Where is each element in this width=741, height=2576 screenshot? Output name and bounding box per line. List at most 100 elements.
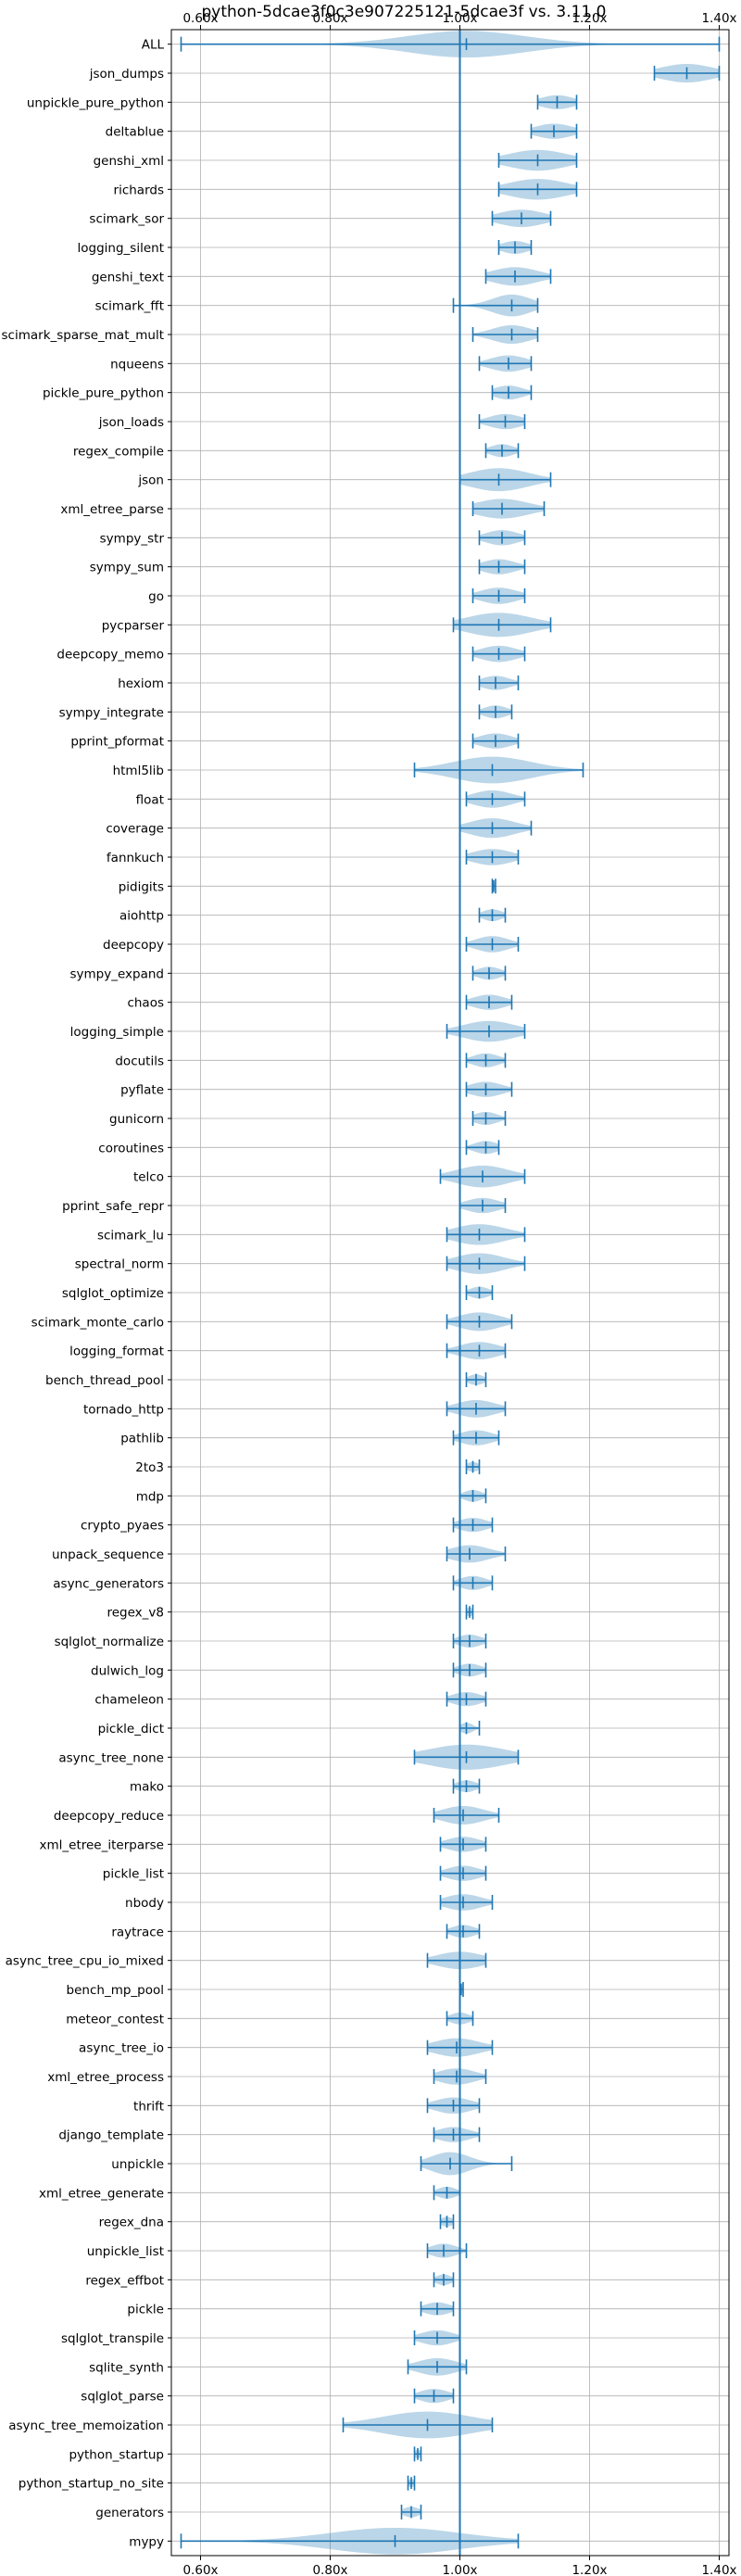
x-tick-label-top: 0.80x bbox=[312, 11, 347, 26]
violin-unpickle_pure_python bbox=[536, 95, 578, 110]
violin-async_tree_memoization bbox=[342, 2411, 494, 2439]
x-tick-label-bottom: 1.00x bbox=[442, 2563, 477, 2576]
violin-xml_etree_iterparse bbox=[439, 1837, 487, 1852]
category-label: pprint_safe_repr bbox=[62, 1199, 164, 1214]
violin-pyflate bbox=[465, 1081, 513, 1097]
category-label: logging_simple bbox=[70, 1025, 164, 1040]
category-label: generators bbox=[95, 2506, 164, 2520]
violin-tornado_http bbox=[446, 1399, 507, 1418]
category-label: mdp bbox=[136, 1489, 164, 1504]
category-label: mako bbox=[130, 1780, 164, 1795]
category-label: raytrace bbox=[111, 1925, 164, 1939]
category-label: sympy_integrate bbox=[59, 705, 164, 720]
category-label: django_template bbox=[58, 2128, 164, 2143]
category-label: sqlglot_normalize bbox=[55, 1635, 164, 1649]
violin-sqlglot_optimize bbox=[465, 1285, 494, 1300]
violin-genshi_text bbox=[484, 267, 552, 286]
category-label: python_startup_no_site bbox=[19, 2477, 164, 2492]
category-label: richards bbox=[114, 183, 164, 197]
violin-genshi_xml bbox=[497, 149, 578, 171]
violin-telco bbox=[439, 1165, 526, 1188]
violin-chaos bbox=[465, 994, 513, 1010]
category-label: pickle bbox=[127, 2303, 164, 2317]
x-tick-label-top: 1.40x bbox=[701, 11, 736, 26]
category-label: scimark_sor bbox=[89, 212, 164, 227]
category-label: async_tree_io bbox=[79, 2041, 164, 2056]
violin-sympy_sum bbox=[478, 559, 526, 575]
violin-sympy_expand bbox=[471, 966, 507, 981]
category-label: coverage bbox=[106, 822, 164, 837]
category-label: scimark_fft bbox=[95, 299, 164, 314]
violin-mypy bbox=[180, 2527, 520, 2555]
violin-scimark_sor bbox=[491, 209, 552, 228]
category-label: gunicorn bbox=[109, 1112, 164, 1127]
violin-nqueens bbox=[478, 355, 533, 373]
violin-regex_dna bbox=[439, 2214, 455, 2229]
violin-gunicorn bbox=[471, 1111, 507, 1126]
category-label: scimark_monte_carlo bbox=[31, 1315, 164, 1330]
chart-title: python-5dcae3f0c3e907225121-5dcae3f vs. … bbox=[202, 3, 607, 21]
category-label: python_startup bbox=[69, 2447, 164, 2462]
violin-xml_etree_parse bbox=[471, 499, 546, 519]
violin-sqlglot_normalize bbox=[452, 1634, 487, 1648]
violin-2to3 bbox=[465, 1459, 481, 1474]
category-label: sympy_expand bbox=[69, 966, 164, 981]
label-layer: 0.60x 0.60x 0.80x 0.80x 1.00x 1.00x 1.20x 1.20x… bbox=[2, 11, 737, 2576]
violin-json bbox=[458, 468, 552, 492]
x-tick-label-bottom: 1.40x bbox=[701, 2563, 736, 2576]
category-label: sqlite_synth bbox=[89, 2360, 164, 2375]
violin-unpack_sequence bbox=[446, 1545, 507, 1563]
category-label: async_tree_cpu_io_mixed bbox=[6, 1954, 164, 1969]
category-label: xml_etree_iterparse bbox=[40, 1837, 165, 1852]
category-label: aiohttp bbox=[119, 909, 164, 924]
violin-thrift bbox=[426, 2097, 481, 2115]
category-label: json_loads bbox=[98, 415, 164, 430]
category-label: sqlglot_parse bbox=[81, 2390, 164, 2405]
violin-sqlite_synth bbox=[407, 2357, 468, 2376]
category-label: xml_etree_parse bbox=[60, 502, 164, 517]
category-label: hexiom bbox=[118, 676, 164, 691]
category-label: scimark_sparse_mat_mult bbox=[2, 328, 164, 343]
category-label: xml_etree_generate bbox=[39, 2186, 164, 2201]
category-label: sympy_sum bbox=[90, 561, 164, 575]
category-label: sqlglot_transpile bbox=[61, 2331, 164, 2346]
category-label: xml_etree_process bbox=[47, 2070, 164, 2085]
category-label: regex_compile bbox=[73, 444, 164, 459]
category-label: genshi_text bbox=[92, 270, 164, 284]
violin-python_startup bbox=[413, 2446, 422, 2462]
violin-django_template bbox=[433, 2127, 481, 2142]
violin-generators bbox=[400, 2505, 422, 2519]
violin-sympy_integrate bbox=[478, 704, 513, 720]
violin-hexiom bbox=[478, 676, 520, 690]
violin-python_startup_no_site bbox=[407, 2475, 416, 2491]
violin-sqlglot_parse bbox=[413, 2388, 455, 2404]
violin-pathlib bbox=[452, 1430, 500, 1446]
category-label: meteor_contest bbox=[66, 2012, 164, 2027]
category-label: spectral_norm bbox=[75, 1257, 164, 1272]
category-label: docutils bbox=[115, 1054, 164, 1068]
category-label: async_tree_memoization bbox=[8, 2418, 164, 2433]
category-label: tornado_http bbox=[83, 1402, 164, 1417]
category-label: bench_thread_pool bbox=[45, 1373, 164, 1388]
category-label: unpickle_list bbox=[87, 2244, 164, 2259]
violin-coroutines bbox=[465, 1140, 500, 1155]
violin-raytrace bbox=[446, 1924, 481, 1939]
category-label: pickle_dict bbox=[98, 1722, 164, 1736]
category-label: telco bbox=[133, 1170, 164, 1185]
axis-layer bbox=[168, 25, 730, 2560]
violin-coverage bbox=[458, 818, 533, 839]
violin-logging_silent bbox=[497, 240, 533, 255]
violin-json_loads bbox=[478, 413, 526, 430]
violin-pickle bbox=[420, 2301, 455, 2317]
violin-chameleon bbox=[446, 1691, 487, 1707]
category-label: logging_silent bbox=[78, 241, 164, 256]
category-label: deepcopy_memo bbox=[57, 648, 164, 663]
violin-logging_format bbox=[446, 1342, 507, 1360]
category-label: dulwich_log bbox=[91, 1663, 164, 1678]
violin-fannkuch bbox=[465, 849, 520, 865]
category-label: pyflate bbox=[120, 1083, 164, 1098]
category-label: thrift bbox=[133, 2099, 164, 2114]
category-label: mypy bbox=[129, 2534, 164, 2549]
violin-pidigits bbox=[491, 878, 496, 894]
violin-bench_thread_pool bbox=[465, 1372, 487, 1387]
